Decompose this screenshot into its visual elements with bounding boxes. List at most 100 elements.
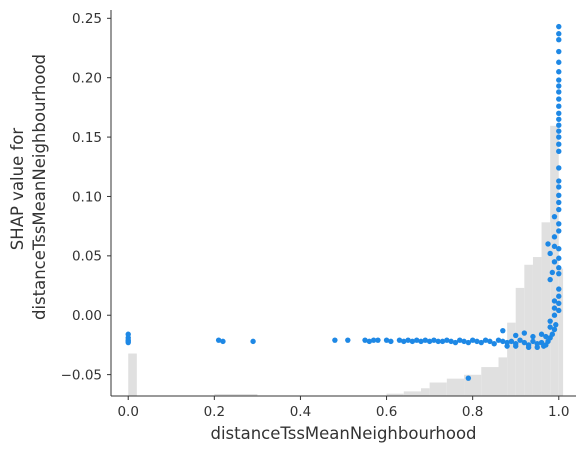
data-point xyxy=(530,338,536,345)
data-point xyxy=(345,337,351,343)
data-point xyxy=(556,307,562,314)
data-point xyxy=(553,322,559,328)
data-point xyxy=(444,337,450,343)
data-point xyxy=(556,206,562,213)
data-point xyxy=(409,338,416,345)
data-point xyxy=(556,122,562,128)
x-tick-label: 0.6 xyxy=(376,404,397,420)
data-point xyxy=(556,199,562,206)
data-point xyxy=(551,243,558,250)
data-point xyxy=(547,276,553,283)
histogram-bar xyxy=(386,393,404,396)
data-point xyxy=(521,339,528,346)
data-point xyxy=(556,270,562,277)
data-point xyxy=(465,339,472,346)
data-point xyxy=(495,337,502,343)
data-point xyxy=(551,298,558,304)
data-point xyxy=(556,246,562,252)
data-point xyxy=(551,305,558,311)
data-point xyxy=(418,338,424,345)
data-point xyxy=(482,337,489,343)
data-point xyxy=(556,286,562,292)
x-axis-ticks: 0.0 0.2 0.4 0.6 0.8 1.0 xyxy=(117,396,570,420)
data-point xyxy=(332,337,338,343)
data-point xyxy=(388,338,394,345)
data-point xyxy=(457,337,463,343)
histogram-bar xyxy=(429,382,447,396)
x-tick-label: 1.0 xyxy=(548,404,569,420)
data-point xyxy=(439,338,446,345)
data-point xyxy=(556,110,562,117)
data-point xyxy=(362,337,368,343)
data-point xyxy=(556,59,562,65)
data-point xyxy=(551,312,558,318)
data-point xyxy=(525,344,532,351)
x-axis-title: distanceTssMeanNeighbourhood xyxy=(210,424,476,443)
data-point xyxy=(478,339,484,346)
data-point xyxy=(396,337,403,343)
data-point xyxy=(545,241,551,247)
data-point xyxy=(370,337,377,343)
histogram-bar xyxy=(446,378,465,396)
x-tick-label: 0.0 xyxy=(117,404,138,420)
histogram-bar xyxy=(128,353,137,396)
data-point xyxy=(556,192,562,198)
y-axis-title-line-1: SHAP value for xyxy=(8,128,27,251)
data-point xyxy=(556,128,562,134)
data-point xyxy=(556,228,562,234)
data-point xyxy=(508,338,515,345)
histogram-bar xyxy=(541,222,551,396)
data-point xyxy=(401,338,407,345)
data-point xyxy=(547,250,553,257)
data-point xyxy=(500,338,506,345)
y-axis-title-line-2: distanceTssMeanNeighbourhood xyxy=(30,54,49,320)
y-tick-label: −0.05 xyxy=(61,367,102,383)
histogram-bar xyxy=(558,268,564,396)
data-point xyxy=(513,332,519,339)
data-point xyxy=(426,338,433,345)
data-point xyxy=(556,255,562,261)
data-point xyxy=(413,337,420,343)
data-point xyxy=(556,89,562,95)
y-axis-ticks: −0.05 0.00 0.05 0.10 0.15 0.20 0.25 xyxy=(61,11,111,383)
data-point xyxy=(474,338,480,345)
data-point xyxy=(551,259,558,265)
data-point xyxy=(556,36,562,43)
data-point xyxy=(405,337,411,343)
data-point xyxy=(551,234,558,240)
x-tick-label: 0.4 xyxy=(290,404,311,420)
data-point xyxy=(556,293,562,299)
data-point xyxy=(547,324,553,330)
histogram-bar xyxy=(214,394,258,396)
data-point xyxy=(556,83,562,89)
histogram-bar xyxy=(481,367,499,396)
data-point xyxy=(556,141,562,147)
histogram-bar xyxy=(403,391,421,396)
data-point xyxy=(461,338,467,345)
data-point xyxy=(435,338,441,345)
y-tick-label: 0.10 xyxy=(72,189,102,205)
data-point xyxy=(556,96,562,102)
data-point xyxy=(556,69,562,75)
feature-histogram xyxy=(128,125,564,397)
data-point xyxy=(487,338,493,345)
data-point xyxy=(551,326,558,333)
data-point xyxy=(504,343,510,349)
histogram-bar xyxy=(524,264,533,396)
data-point xyxy=(538,331,545,337)
data-point xyxy=(513,343,519,349)
data-point xyxy=(556,265,562,271)
data-point xyxy=(556,221,562,227)
scatter-points xyxy=(125,23,562,381)
data-point xyxy=(517,337,523,343)
data-point xyxy=(556,148,562,155)
data-point xyxy=(556,103,562,109)
data-point xyxy=(556,31,562,37)
data-point xyxy=(556,184,562,190)
histogram-bar xyxy=(421,388,430,396)
x-tick-label: 0.8 xyxy=(462,404,483,420)
histogram-bar xyxy=(498,357,508,396)
data-point xyxy=(530,333,536,340)
y-tick-label: 0.25 xyxy=(72,11,102,27)
